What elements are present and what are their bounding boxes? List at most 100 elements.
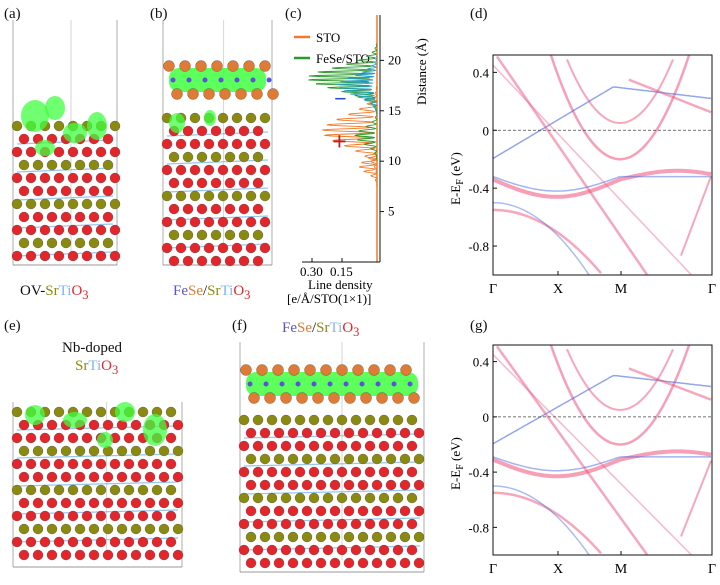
- oxygen-atom: [53, 224, 65, 236]
- strontium-atom: [130, 445, 142, 457]
- strontium-atom: [287, 453, 299, 465]
- oxygen-atom: [238, 518, 250, 530]
- oxygen-atom: [137, 536, 149, 548]
- oxygen-atom: [266, 466, 278, 478]
- iron-atom: [170, 77, 176, 83]
- oxygen-atom: [259, 557, 271, 569]
- strontium-atom: [151, 484, 163, 496]
- oxygen-atom: [287, 505, 299, 517]
- strontium-atom: [315, 531, 327, 543]
- strontium-atom: [25, 198, 37, 210]
- oxygen-atom: [53, 510, 65, 522]
- selenium-atom: [384, 364, 396, 376]
- strontium-atom: [336, 492, 348, 504]
- oxygen-atom: [102, 419, 114, 431]
- strontium-atom: [210, 151, 222, 163]
- strontium-atom: [144, 523, 156, 535]
- oxygen-atom: [399, 427, 411, 439]
- iron-atom: [279, 381, 285, 387]
- oxygen-atom: [95, 172, 107, 184]
- oxygen-atom: [336, 518, 348, 530]
- oxygen-atom: [280, 518, 292, 530]
- oxygen-atom: [224, 203, 236, 215]
- oxygen-atom: [53, 536, 65, 548]
- oxygen-atom: [11, 172, 23, 184]
- oxygen-atom: [231, 164, 243, 176]
- strontium-atom: [245, 112, 257, 124]
- charge-density-blob: [25, 405, 45, 425]
- oxygen-atom: [392, 440, 404, 452]
- panel-label-b: (b): [150, 6, 168, 22]
- strontium-atom: [308, 414, 320, 426]
- strontium-atom: [329, 531, 341, 543]
- charge-density-blob: [45, 96, 65, 120]
- strontium-atom: [81, 484, 93, 496]
- oxygen-atom: [413, 479, 425, 491]
- oxygen-atom: [74, 549, 86, 561]
- oxygen-atom: [378, 518, 390, 530]
- strontium-atom: [116, 523, 128, 535]
- oxygen-atom: [357, 557, 369, 569]
- density-y-ticks: 5 10 15 20: [380, 52, 401, 219]
- oxygen-atom: [322, 466, 334, 478]
- strontium-atom: [371, 531, 383, 543]
- strontium-atom: [322, 492, 334, 504]
- strontium-atom: [252, 492, 264, 504]
- strontium-atom: [67, 198, 79, 210]
- oxygen-atom: [224, 255, 236, 267]
- oxygen-atom: [172, 419, 184, 431]
- oxygen-atom: [109, 146, 121, 158]
- oxygen-atom: [266, 544, 278, 556]
- oxygen-atom: [238, 177, 250, 189]
- oxygen-atom: [81, 510, 93, 522]
- oxygen-atom: [74, 185, 86, 197]
- oxygen-atom: [343, 427, 355, 439]
- oxygen-atom: [350, 440, 362, 452]
- oxygen-atom: [161, 216, 173, 228]
- selenium-atom: [240, 364, 252, 376]
- oxygen-atom: [25, 432, 37, 444]
- oxygen-atom: [39, 458, 51, 470]
- strontium-atom: [158, 445, 170, 457]
- strontium-atom: [161, 190, 173, 202]
- strontium-atom: [259, 112, 271, 124]
- oxygen-atom: [11, 432, 23, 444]
- strontium-atom: [81, 406, 93, 418]
- crystal-structure-ov-srtio3: [11, 20, 121, 266]
- strontium-atom: [413, 453, 425, 465]
- density-x-tick-label-015: 0.15: [330, 264, 353, 279]
- strontium-atom: [217, 190, 229, 202]
- strontium-atom: [11, 484, 23, 496]
- oxygen-atom: [25, 224, 37, 236]
- strontium-atom: [60, 159, 72, 171]
- oxygen-atom: [18, 549, 30, 561]
- selenium-atom: [320, 364, 332, 376]
- oxygen-atom: [32, 549, 44, 561]
- charge-density-blob: [63, 412, 87, 428]
- strontium-atom: [158, 523, 170, 535]
- strontium-atom: [95, 484, 107, 496]
- oxygen-atom: [158, 471, 170, 483]
- oxygen-atom: [81, 250, 93, 262]
- caption-b: FeSe/SrTiO3: [173, 283, 251, 302]
- selenium-atom: [304, 364, 316, 376]
- oxygen-atom: [11, 146, 23, 158]
- strontium-atom: [322, 414, 334, 426]
- strontium-atom: [172, 523, 184, 535]
- strontium-atom: [168, 229, 180, 241]
- strontium-atom: [343, 453, 355, 465]
- band-y-tick-label: -0.8: [468, 239, 489, 254]
- band-y-label: E-EF (eV): [448, 437, 466, 490]
- strontium-atom: [196, 229, 208, 241]
- strontium-atom: [182, 151, 194, 163]
- oxygen-atom: [74, 471, 86, 483]
- oxygen-atom: [67, 536, 79, 548]
- oxygen-atom: [238, 440, 250, 452]
- oxygen-atom: [67, 172, 79, 184]
- oxygen-atom: [161, 138, 173, 150]
- strontium-atom: [53, 120, 65, 132]
- oxygen-atom: [252, 440, 264, 452]
- strontium-atom: [266, 414, 278, 426]
- oxygen-atom: [39, 536, 51, 548]
- oxygen-atom: [102, 133, 114, 145]
